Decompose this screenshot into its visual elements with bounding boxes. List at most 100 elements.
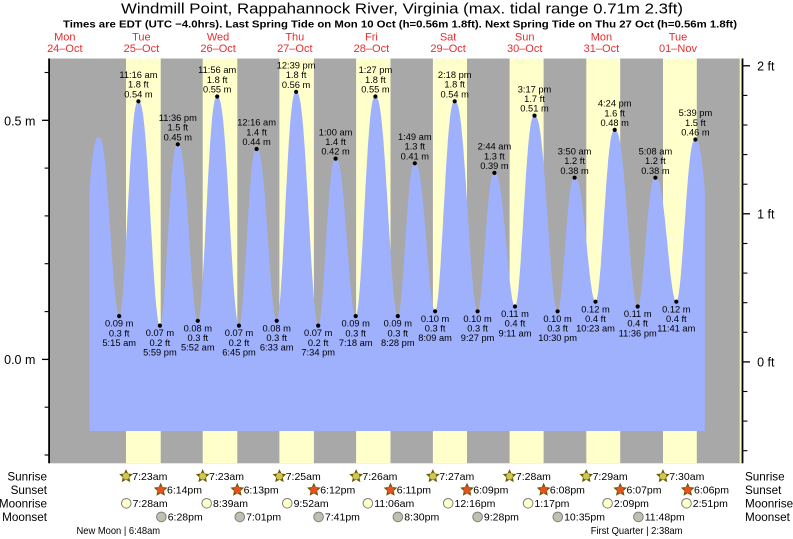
svg-text:0.11 m: 0.11 m (624, 309, 652, 319)
svg-text:5:15 am: 5:15 am (102, 338, 136, 348)
svg-text:25–Oct: 25–Oct (124, 43, 159, 55)
svg-text:0.2 ft: 0.2 ft (150, 338, 171, 348)
svg-text:27–Oct: 27–Oct (277, 43, 312, 55)
svg-text:1.4 ft: 1.4 ft (325, 137, 346, 147)
svg-text:11:16 am: 11:16 am (119, 70, 157, 80)
svg-text:1.4 ft: 1.4 ft (246, 127, 267, 137)
svg-text:9:28pm: 9:28pm (484, 512, 519, 524)
svg-text:1.7 ft: 1.7 ft (524, 94, 545, 104)
svg-text:Sunrise: Sunrise (7, 470, 47, 483)
svg-text:Windmill Point, Rappahannock R: Windmill Point, Rappahannock River, Virg… (121, 1, 683, 17)
svg-text:7:29am: 7:29am (593, 471, 628, 483)
svg-text:Moonset: Moonset (745, 511, 791, 524)
svg-text:12:39 pm: 12:39 pm (277, 61, 316, 71)
svg-text:24–Oct: 24–Oct (47, 43, 82, 55)
svg-text:0.45 m: 0.45 m (164, 132, 193, 142)
svg-text:30–Oct: 30–Oct (507, 43, 542, 55)
svg-text:1.5 ft: 1.5 ft (167, 123, 188, 133)
svg-text:1:49 am: 1:49 am (398, 132, 432, 142)
svg-text:6:09pm: 6:09pm (473, 485, 508, 497)
svg-text:2:51pm: 2:51pm (693, 498, 728, 510)
svg-text:0.41 m: 0.41 m (401, 151, 430, 161)
svg-text:11:36 pm: 11:36 pm (159, 113, 197, 123)
svg-text:6:06pm: 6:06pm (694, 485, 729, 497)
svg-text:6:12pm: 6:12pm (320, 485, 355, 497)
svg-text:6:45 pm: 6:45 pm (222, 347, 256, 357)
svg-text:3:50 am: 3:50 am (558, 146, 592, 156)
svg-text:10:35pm: 10:35pm (564, 512, 605, 524)
svg-text:First Quarter | 2:38am: First Quarter | 2:38am (591, 526, 683, 537)
svg-text:0.3 ft: 0.3 ft (467, 324, 488, 334)
svg-text:Tue: Tue (669, 32, 688, 44)
svg-text:0.07 m: 0.07 m (146, 328, 175, 338)
svg-text:1.3 ft: 1.3 ft (484, 151, 505, 161)
svg-text:0.2 ft: 0.2 ft (308, 338, 329, 348)
svg-text:Sunrise: Sunrise (745, 470, 785, 483)
svg-text:1.5 ft: 1.5 ft (685, 118, 706, 128)
svg-text:0.4 ft: 0.4 ft (505, 319, 526, 329)
svg-text:Tue: Tue (132, 32, 151, 44)
svg-text:1.8 ft: 1.8 ft (128, 80, 149, 90)
svg-text:6:14pm: 6:14pm (167, 485, 202, 497)
svg-text:0.38 m: 0.38 m (560, 166, 589, 176)
svg-text:0.12 m: 0.12 m (662, 304, 691, 314)
svg-text:6:28pm: 6:28pm (168, 512, 203, 524)
svg-text:Wed: Wed (207, 32, 229, 44)
svg-text:1 ft: 1 ft (757, 208, 775, 222)
svg-text:1.6 ft: 1.6 ft (604, 108, 625, 118)
svg-text:0.4 ft: 0.4 ft (585, 314, 606, 324)
svg-text:0.55 m: 0.55 m (203, 85, 232, 95)
svg-text:3:17 pm: 3:17 pm (518, 84, 552, 94)
svg-text:0.09 m: 0.09 m (384, 319, 413, 329)
svg-text:0.4 ft: 0.4 ft (627, 319, 648, 329)
svg-text:11:56 am: 11:56 am (198, 65, 236, 75)
svg-text:7:30am: 7:30am (669, 471, 704, 483)
svg-text:0.10 m: 0.10 m (463, 314, 492, 324)
svg-text:7:01pm: 7:01pm (246, 512, 281, 524)
svg-text:7:28am: 7:28am (133, 498, 168, 510)
svg-text:31–Oct: 31–Oct (584, 43, 619, 55)
svg-text:0.5 m: 0.5 m (4, 114, 35, 128)
svg-text:1:27 pm: 1:27 pm (359, 65, 393, 75)
svg-text:0.09 m: 0.09 m (341, 319, 370, 329)
svg-text:2:44 am: 2:44 am (478, 142, 512, 152)
svg-text:11:06am: 11:06am (374, 498, 414, 510)
svg-text:7:26am: 7:26am (362, 471, 397, 483)
svg-text:0.3 ft: 0.3 ft (109, 328, 130, 338)
svg-text:1.3 ft: 1.3 ft (404, 142, 425, 152)
svg-text:Sun: Sun (515, 32, 535, 44)
svg-text:7:18 am: 7:18 am (339, 338, 373, 348)
svg-text:New Moon | 6:48am: New Moon | 6:48am (77, 526, 161, 537)
svg-text:29–Oct: 29–Oct (430, 43, 465, 55)
svg-text:11:48pm: 11:48pm (645, 512, 685, 524)
svg-text:0 ft: 0 ft (757, 356, 775, 370)
svg-text:12:16 am: 12:16 am (237, 118, 276, 128)
svg-text:0.08 m: 0.08 m (262, 323, 291, 333)
svg-text:26–Oct: 26–Oct (200, 43, 235, 55)
svg-text:0.08 m: 0.08 m (184, 323, 213, 333)
svg-text:Sat: Sat (440, 32, 457, 44)
svg-text:0.07 m: 0.07 m (225, 328, 254, 338)
svg-text:1.2 ft: 1.2 ft (564, 156, 585, 166)
svg-text:8:09 am: 8:09 am (418, 333, 452, 343)
svg-text:0.48 m: 0.48 m (600, 118, 629, 128)
svg-text:2 ft: 2 ft (757, 60, 775, 74)
svg-text:7:34 pm: 7:34 pm (301, 347, 335, 357)
svg-text:6:13pm: 6:13pm (244, 485, 279, 497)
svg-text:5:59 pm: 5:59 pm (143, 347, 177, 357)
svg-text:8:30pm: 8:30pm (404, 512, 439, 524)
svg-text:7:23am: 7:23am (132, 471, 167, 483)
svg-text:0.10 m: 0.10 m (543, 314, 572, 324)
svg-text:7:27am: 7:27am (439, 471, 474, 483)
svg-text:11:36 pm: 11:36 pm (619, 328, 657, 338)
svg-text:5:52 am: 5:52 am (181, 343, 215, 353)
svg-text:0.3 ft: 0.3 ft (547, 324, 568, 334)
svg-text:Moonrise: Moonrise (0, 497, 47, 510)
svg-text:9:52am: 9:52am (294, 498, 329, 510)
svg-text:Mon: Mon (591, 32, 612, 44)
svg-text:Moonrise: Moonrise (745, 497, 793, 510)
svg-text:0.42 m: 0.42 m (321, 147, 350, 157)
svg-text:0.09 m: 0.09 m (105, 319, 134, 329)
svg-text:0.11 m: 0.11 m (501, 309, 529, 319)
svg-text:1.8 ft: 1.8 ft (207, 75, 228, 85)
